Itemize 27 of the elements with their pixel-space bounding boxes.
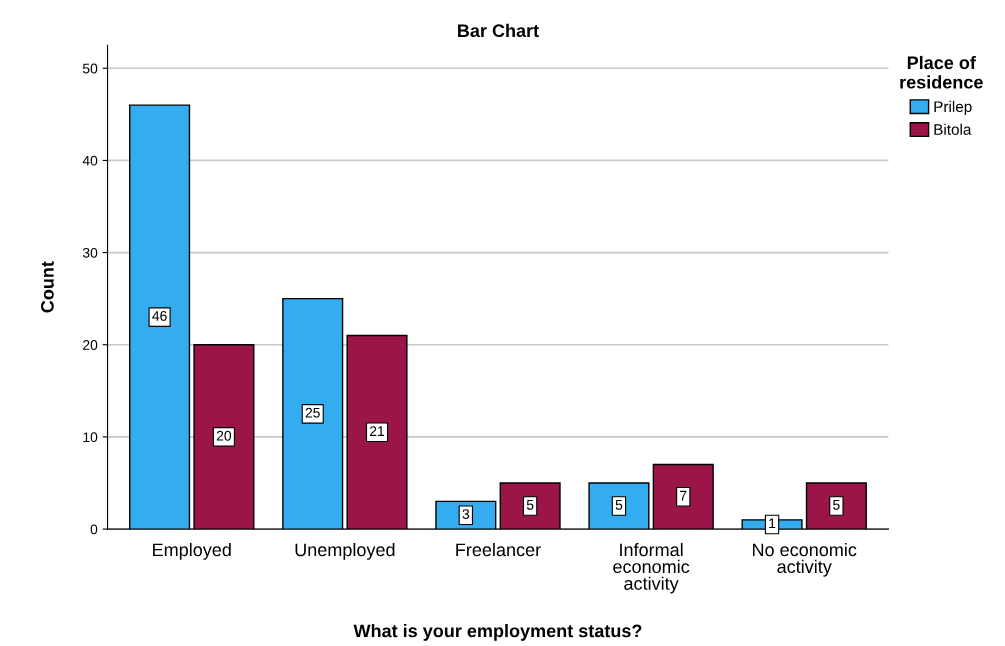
legend-label: Bitola (934, 123, 972, 135)
data-label: 5 (615, 500, 623, 510)
y-tick-label: 50 (82, 63, 98, 74)
y-tick-label: 20 (83, 340, 98, 350)
y-axis-title: Count (41, 261, 54, 313)
x-axis-title: What is your employment status? (353, 624, 642, 641)
legend-label: Prilep (934, 100, 972, 116)
data-label: 25 (305, 407, 320, 418)
data-label: 1 (769, 518, 776, 529)
y-tick-label: 10 (83, 432, 98, 443)
data-label: 7 (680, 490, 687, 501)
data-label: 21 (369, 426, 385, 436)
chart-title: Bar Chart (458, 23, 539, 38)
y-tick-label: 40 (82, 155, 98, 166)
legend-title: Place of residence (900, 55, 983, 89)
data-label: 46 (152, 310, 167, 321)
data-label: 5 (833, 500, 840, 510)
x-tick-label: Freelancer (456, 542, 541, 557)
x-tick-label: Informal economic activity (613, 542, 690, 594)
data-label: 3 (462, 509, 470, 519)
y-tick-label: 30 (82, 247, 98, 258)
data-label: 20 (216, 430, 232, 441)
x-tick-label: Unemployed (295, 542, 395, 560)
data-label: 5 (526, 500, 534, 510)
x-tick-label: No economic activity (753, 542, 857, 577)
y-tick-label: 0 (90, 524, 98, 535)
x-tick-label: Employed (153, 542, 231, 560)
